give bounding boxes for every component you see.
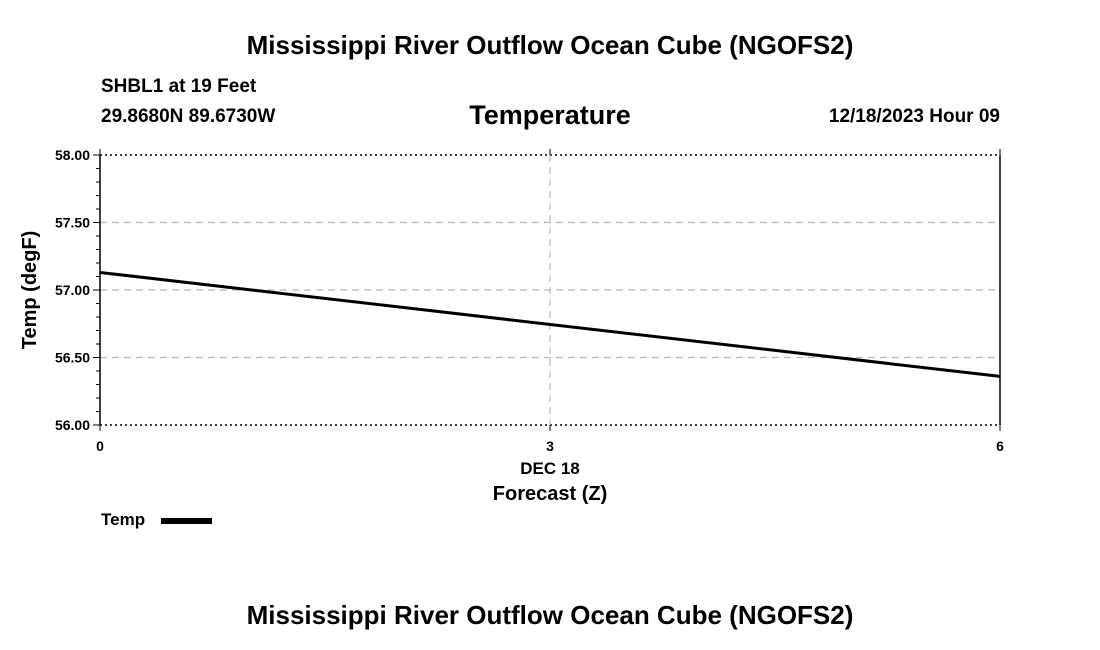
x-tick-label: 0 [96,438,104,454]
y-tick-label: 57.50 [55,215,90,231]
forecast-timestamp: 12/18/2023 Hour 09 [828,106,1000,127]
y-tick-label: 57.00 [55,282,90,298]
x-date-label: DEC 18 [520,459,580,478]
temperature-chart: 56.00 56.50 57.00 57.50 58.00 0 3 6 DEC 18 Foreca… [19,147,1004,529]
station-label: SHBL1 at 19 Feet [101,76,257,97]
y-tick-label: 58.00 [55,147,90,163]
station-coordinates: 29.8680N 89.6730W [101,106,276,127]
y-tick-label: 56.50 [55,350,90,366]
x-tick-label: 3 [546,438,554,454]
x-tick-label: 6 [996,438,1004,454]
temp-series-line [99,270,1001,378]
x-axis-label: Forecast (Z) [493,483,607,505]
legend-label: Temp [101,510,145,529]
footer-title: Mississippi River Outflow Ocean Cube (NG… [246,600,854,630]
y-axis-label: Temp (degF) [19,231,41,350]
chart-main-title: Mississippi River Outflow Ocean Cube (NG… [246,30,854,60]
panel-title: Temperature [469,100,631,130]
y-tick-label: 56.00 [55,417,90,433]
